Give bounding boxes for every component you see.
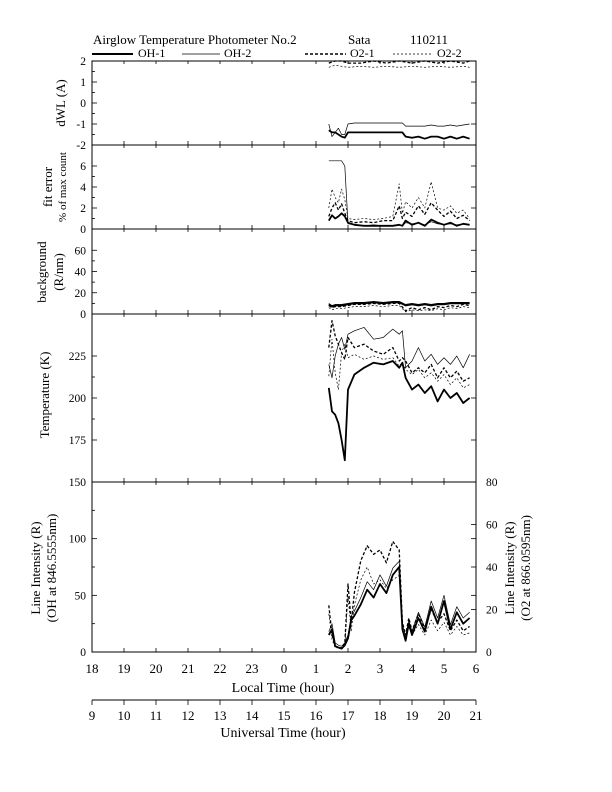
universal-time-tick-label: 21 <box>470 708 483 723</box>
y2-tick-label: 0 <box>486 647 492 659</box>
local-time-tick-label: 3 <box>377 661 384 676</box>
y-tick-label: 2 <box>80 203 86 215</box>
universal-time-tick-label: 10 <box>118 708 131 723</box>
universal-time-tick-label: 15 <box>278 708 291 723</box>
y-tick-label: 50 <box>75 590 87 602</box>
y2-tick-label: 40 <box>486 562 498 574</box>
y-tick-label: 60 <box>75 245 87 257</box>
universal-time-tick-label: 18 <box>374 708 387 723</box>
universal-time-tick-label: 17 <box>342 708 356 723</box>
series-line-o21 <box>328 202 471 224</box>
series-line-o22 <box>328 338 470 390</box>
series-line-o21 <box>328 540 470 649</box>
series-line-o22 <box>328 64 470 68</box>
local-time-tick-label: 19 <box>118 661 131 676</box>
local-time-tick-label: 5 <box>441 661 448 676</box>
legend-label-o22: O2-2 <box>437 46 462 60</box>
ylabel-background: background <box>34 241 49 303</box>
y-tick-label: 1 <box>80 77 86 89</box>
y-tick-label: 0 <box>80 98 86 110</box>
local-time-tick-label: 18 <box>86 661 99 676</box>
universal-time-tick-label: 13 <box>214 708 227 723</box>
y-tick-label: 4 <box>80 182 86 194</box>
universal-time-tick-label: 11 <box>150 708 163 723</box>
y-tick-label: 2 <box>80 56 86 68</box>
site-name: Sata <box>348 32 371 47</box>
panel-frame-background <box>91 228 477 315</box>
universal-time-axis-label: Universal Time (hour) <box>220 726 346 741</box>
y-tick-label: 6 <box>80 161 86 173</box>
series-line-oh1 <box>328 129 470 140</box>
y-tick-label: 100 <box>69 534 87 546</box>
legend-label-oh1: OH-1 <box>138 46 165 60</box>
series-line-o21 <box>328 60 470 64</box>
series-line-o21 <box>328 320 470 382</box>
series-line-oh2 <box>328 122 470 137</box>
universal-time-tick-label: 20 <box>438 708 451 723</box>
series-line-o22 <box>328 181 470 220</box>
y2-tick-label: 20 <box>486 605 498 617</box>
series-line-oh1 <box>327 360 471 462</box>
local-time-tick-label: 6 <box>473 661 480 676</box>
series-line-o21 <box>328 302 470 312</box>
local-time-tick-label: 20 <box>150 661 163 676</box>
y-tick-label: 0 <box>80 309 86 321</box>
series-line-o22 <box>328 305 470 313</box>
y-tick-label: 200 <box>69 393 87 405</box>
panel-frame-fit-error <box>91 144 477 230</box>
series-line-o22 <box>328 566 470 649</box>
ylabel-intensity: Line Intensity (R) <box>28 521 43 614</box>
panel-frame-intensity <box>91 481 477 653</box>
ticks-layer: 210-1-2642060402002252001751501005008060… <box>69 56 498 723</box>
local-time-tick-label: 23 <box>246 661 259 676</box>
local-time-tick-label: 2 <box>345 661 352 676</box>
local-time-tick-label: 21 <box>182 661 195 676</box>
y-tick-label: 225 <box>69 351 87 363</box>
local-time-tick-label: 1 <box>313 661 320 676</box>
panel-frame-dwl <box>91 60 477 146</box>
legend-label-o21: O2-1 <box>350 46 375 60</box>
figure-title: Airglow Temperature Photometer No.2 <box>93 32 297 47</box>
y-tick-label: -1 <box>76 119 86 131</box>
series-layer <box>327 60 471 650</box>
y-tick-label: -2 <box>76 140 86 152</box>
y2label-intensity: Line Intensity (R) <box>502 521 517 614</box>
y-tick-label: 20 <box>75 288 87 300</box>
universal-time-tick-label: 14 <box>246 708 260 723</box>
ylabel2-intensity: (OH at 846.5555nm) <box>44 514 59 623</box>
series-line-oh1 <box>328 301 470 308</box>
local-time-tick-label: 4 <box>409 661 416 676</box>
y-tick-label: 40 <box>75 267 87 279</box>
y2label2-intensity: (O2 at 866.0595nm) <box>518 515 533 621</box>
local-time-axis-label: Local Time (hour) <box>232 681 335 696</box>
y2-tick-label: 80 <box>486 477 498 489</box>
series-line-oh2 <box>328 327 470 379</box>
date-code: 110211 <box>410 32 448 47</box>
ylabel-temperature: Temperature (K) <box>37 352 52 439</box>
y-tick-label: 150 <box>69 477 87 489</box>
universal-time-tick-label: 19 <box>406 708 419 723</box>
y-tick-label: 0 <box>80 647 86 659</box>
series-line-oh1 <box>328 566 471 650</box>
ylabel-fit-error: fit error <box>40 166 55 207</box>
universal-time-tick-label: 9 <box>89 708 96 723</box>
y-tick-label: 175 <box>69 435 87 447</box>
ylabel-dwl: dWL (A) <box>53 79 68 127</box>
y-tick-label: 0 <box>80 224 86 236</box>
local-time-tick-label: 22 <box>214 661 227 676</box>
panel-frame-temperature <box>91 313 477 483</box>
local-time-tick-label: 0 <box>281 661 288 676</box>
universal-time-tick-label: 12 <box>182 708 195 723</box>
legend: OH-1 OH-2 O2-1 O2-2 <box>92 46 462 60</box>
series-line-oh2 <box>328 300 470 306</box>
ylabel2-background: (R/nm) <box>51 253 66 291</box>
legend-label-oh2: OH-2 <box>224 46 251 60</box>
ylabel2-fit-error: % of max count <box>57 152 69 222</box>
series-line-oh2 <box>328 160 470 227</box>
universal-time-tick-label: 16 <box>310 708 324 723</box>
y2-tick-label: 60 <box>486 520 498 532</box>
